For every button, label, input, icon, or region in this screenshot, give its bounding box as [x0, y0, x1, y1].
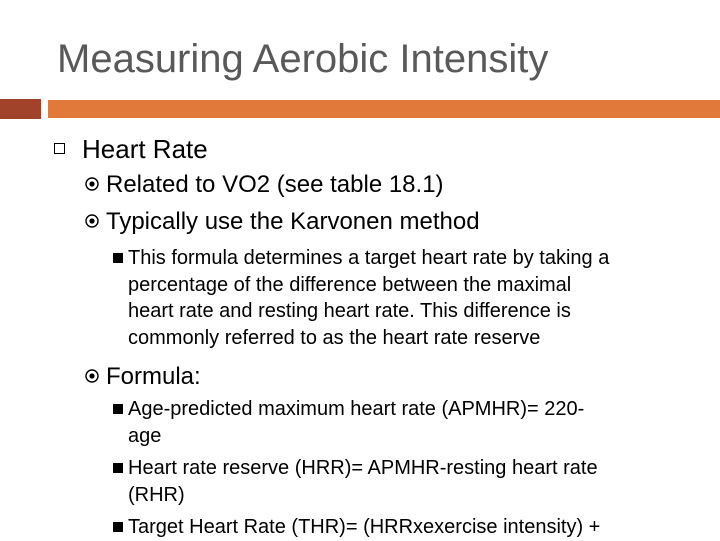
karvonen-description-line: heart rate and resting heart rate. This …	[128, 300, 571, 322]
target-bullet-icon	[85, 369, 99, 383]
formula-hrr: Heart rate reserve (HRR)= APMHR-resting …	[128, 455, 598, 508]
formula-thr: Target Heart Rate (THR)= (HRRxexercise i…	[128, 514, 600, 541]
square-bullet-icon	[113, 404, 123, 414]
bullet-heart-rate: Heart Rate	[82, 134, 208, 164]
hollow-square-bullet-icon	[54, 143, 65, 154]
slide-title: Measuring Aerobic Intensity	[57, 37, 549, 81]
karvonen-description: This formula determines a target heart r…	[128, 245, 609, 351]
bullet-related-vo2: Related to VO2 (see table 18.1)	[106, 171, 444, 198]
bullet-formula: Formula:	[106, 363, 201, 390]
square-bullet-icon	[113, 522, 123, 532]
square-bullet-icon	[113, 253, 123, 263]
karvonen-description-line: percentage of the difference between the…	[128, 273, 572, 296]
karvonen-description-line: This formula determines a target heart r…	[128, 247, 610, 269]
target-bullet-icon	[85, 214, 99, 228]
formula-hrr-line: Heart rate reserve (HRR)= APMHR-resting …	[128, 457, 598, 479]
title-rule-accent	[0, 99, 41, 119]
bullet-karvonen-method: Typically use the Karvonen method	[106, 208, 480, 235]
target-bullet-icon	[85, 177, 99, 191]
formula-apmhr-line: Age-predicted maximum heart rate (APMHR)…	[128, 398, 585, 420]
formula-thr-line: Target Heart Rate (THR)= (HRRxexercise i…	[128, 516, 601, 538]
formula-hrr-line: (RHR)	[128, 483, 185, 506]
formula-apmhr: Age-predicted maximum heart rate (APMHR)…	[128, 396, 584, 449]
karvonen-description-line: commonly referred to as the heart rate r…	[128, 326, 541, 349]
title-rule-bar	[48, 100, 720, 118]
square-bullet-icon	[113, 463, 123, 473]
formula-apmhr-line: age	[128, 424, 162, 447]
